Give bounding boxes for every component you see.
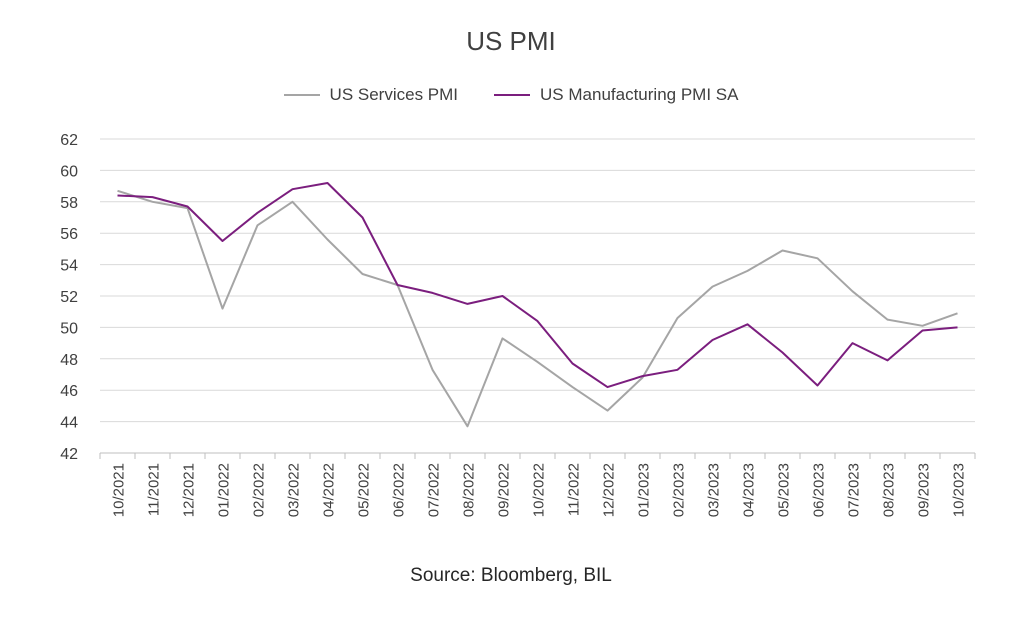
y-tick-label: 52 — [60, 289, 78, 306]
x-tick-label: 03/2023 — [706, 463, 723, 517]
y-tick-label: 42 — [60, 446, 78, 463]
x-tick-label: 09/2022 — [496, 463, 513, 517]
y-tick-label: 48 — [60, 352, 78, 369]
legend-item-services: US Services PMI — [283, 85, 459, 105]
x-tick-label: 07/2023 — [846, 463, 863, 517]
x-tick-label: 02/2022 — [251, 463, 268, 517]
x-tick-label: 10/2023 — [951, 463, 968, 517]
y-tick-label: 54 — [60, 258, 78, 275]
y-tick-label: 46 — [60, 383, 78, 400]
x-tick-label: 12/2022 — [601, 463, 618, 517]
x-tick-label: 04/2022 — [321, 463, 338, 517]
x-tick-label: 04/2023 — [741, 463, 758, 517]
x-tick-label: 10/2022 — [531, 463, 548, 517]
legend-item-manufacturing: US Manufacturing PMI SA — [494, 85, 738, 105]
legend-label-manufacturing: US Manufacturing PMI SA — [540, 85, 739, 104]
y-tick-label: 62 — [60, 132, 78, 149]
x-tick-label: 09/2023 — [916, 463, 933, 517]
legend-swatch-services — [283, 94, 320, 96]
y-tick-label: 56 — [60, 226, 78, 243]
legend-swatch-manufacturing — [494, 94, 531, 96]
source-note: Source: Bloomberg, BIL — [410, 565, 612, 586]
chart-title: US PMI — [466, 26, 556, 56]
x-tick-label: 06/2022 — [391, 463, 408, 517]
x-tick-label: 11/2022 — [566, 463, 583, 516]
x-tick-label: 08/2023 — [881, 463, 898, 517]
series-line-services-pmi — [117, 189, 958, 428]
y-tick-label: 60 — [60, 163, 78, 180]
x-tick-label: 07/2022 — [426, 463, 443, 517]
x-tick-label: 05/2022 — [356, 463, 373, 517]
chart-legend: US Services PMI US Manufacturing PMI SA — [0, 85, 1022, 105]
x-tick-label: 02/2023 — [671, 463, 688, 517]
x-tick-label: 08/2022 — [461, 463, 478, 517]
x-tick-label: 05/2023 — [776, 463, 793, 517]
x-tick-label: 11/2021 — [146, 463, 163, 516]
series-line-manufacturing-pmi — [117, 182, 958, 389]
x-tick-label: 06/2023 — [811, 463, 828, 517]
x-tick-label: 01/2023 — [636, 463, 653, 517]
legend-label-services: US Services PMI — [329, 85, 459, 104]
x-tick-label: 01/2022 — [216, 463, 233, 517]
x-tick-label: 10/2021 — [111, 463, 128, 517]
x-tick-label: 12/2021 — [181, 463, 198, 517]
y-tick-label: 50 — [60, 320, 78, 337]
y-tick-label: 44 — [60, 415, 78, 432]
y-tick-label: 58 — [60, 195, 78, 212]
x-tick-label: 03/2022 — [286, 463, 303, 517]
